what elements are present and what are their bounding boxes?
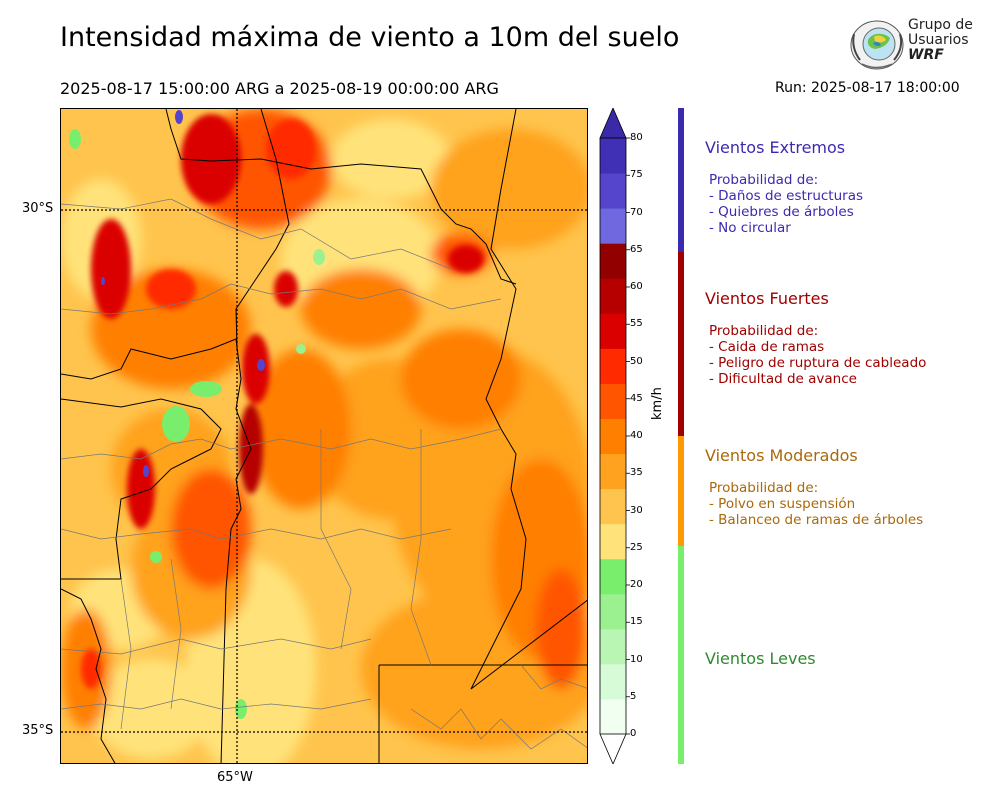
- colorbar-tick-label: 5: [630, 690, 637, 702]
- colorbar-tick-label: 40: [630, 430, 643, 441]
- logo-text-wrf: WRF: [908, 47, 944, 63]
- province-boundaries: [61, 109, 587, 763]
- run-time: Run: 2025-08-17 18:00:00: [775, 80, 960, 96]
- colorbar-segment: [600, 278, 626, 314]
- colorbar-extend-low: [599, 733, 627, 766]
- category-bar-extremos: [678, 108, 684, 252]
- category-bar-leves: [678, 546, 684, 764]
- colorbar-tick-label: 70: [630, 206, 643, 218]
- category-line: - Peligro de ruptura de cableado: [709, 355, 927, 371]
- colorbar-segment: [600, 558, 626, 595]
- category-line: - Quiebres de árboles: [709, 204, 854, 220]
- colorbar-segment: [600, 313, 626, 349]
- category-desc-fuertes: Probabilidad de: - Caida de ramas - Peli…: [709, 323, 926, 387]
- colorbar-tick-label: 25: [630, 541, 643, 553]
- colorbar-segment: [600, 698, 626, 735]
- colorbar-segment: [600, 138, 626, 174]
- category-line: Probabilidad de:: [709, 480, 819, 496]
- wind-field-map: [61, 109, 587, 763]
- colorbar-segment: [600, 593, 626, 630]
- colorbar-segment: [600, 453, 626, 490]
- colorbar-tick-label: 30: [630, 504, 643, 516]
- colorbar-tick-label: 50: [630, 355, 643, 367]
- lat-label-35s: 35°S: [22, 723, 54, 738]
- department-boundaries: [61, 198, 587, 750]
- category-title-leves: Vientos Leves: [705, 649, 816, 668]
- colorbar-segment: [600, 628, 626, 665]
- category-bar-moderados: [678, 436, 684, 546]
- forecast-period: 2025-08-17 15:00:00 ARG a 2025-08-19 00:…: [60, 79, 499, 98]
- colorbar-segment: [600, 208, 626, 244]
- logo-text-line1: Grupo de: [908, 17, 973, 33]
- wind-max-cores: [81, 114, 484, 689]
- category-desc-extremos: Probabilidad de: - Daños de estructuras …: [709, 172, 863, 236]
- category-line: - Dificultad de avance: [709, 371, 857, 387]
- category-line: - Caida de ramas: [709, 339, 825, 355]
- category-line: - Polvo en suspensión: [709, 496, 856, 512]
- colorbar-scale: [599, 106, 630, 766]
- extreme-wind-spots: [101, 110, 265, 477]
- lon-label-65w: 65°W: [217, 770, 253, 785]
- category-line: Probabilidad de:: [709, 323, 819, 339]
- colorbar-tick-label: 55: [630, 318, 643, 330]
- colorbar-tick-label: 80: [630, 132, 643, 143]
- globe-logo-icon: [850, 20, 904, 70]
- colorbar-tick-label: 20: [630, 579, 643, 590]
- colorbar-segment: [600, 173, 626, 209]
- wind-map-panel: [60, 108, 588, 764]
- category-line: Probabilidad de:: [709, 172, 819, 188]
- colorbar-tick-label: 65: [630, 243, 643, 255]
- grupo-usuarios-wrf-logo: Grupo de Usuarios WRF: [848, 18, 978, 72]
- colorbar: [598, 106, 668, 766]
- category-title-extremos: Vientos Extremos: [705, 138, 846, 157]
- category-line: - Daños de estructuras: [709, 188, 864, 204]
- logo-text-line2: Usuarios: [908, 32, 969, 48]
- colorbar-tick-label: 45: [630, 392, 643, 404]
- colorbar-tick-label: 0: [630, 728, 637, 739]
- colorbar-tick-label: 35: [630, 467, 643, 479]
- colorbar-segment: [600, 523, 626, 560]
- lat-label-30s: 30°S: [22, 201, 54, 216]
- category-title-moderados: Vientos Moderados: [705, 446, 858, 465]
- map-title: Intensidad máxima de viento a 10m del su…: [60, 22, 680, 53]
- category-line: - No circular: [709, 220, 791, 236]
- graticule: [61, 109, 587, 763]
- colorbar-segment: [600, 383, 626, 419]
- colorbar-tick-label: 10: [630, 653, 643, 665]
- colorbar-segment: [600, 348, 626, 384]
- colorbar-tick-label: 15: [630, 616, 643, 628]
- colorbar-segment: [600, 243, 626, 279]
- colorbar-unit: km/h: [650, 387, 665, 420]
- colorbar-tick-label: 60: [630, 281, 643, 292]
- category-line: - Balanceo de ramas de árboles: [709, 512, 924, 528]
- colorbar-segment: [600, 663, 626, 700]
- light-wind-patches: [69, 129, 325, 719]
- colorbar-extend-high: [599, 106, 627, 139]
- category-desc-moderados: Probabilidad de: - Polvo en suspensión -…: [709, 480, 923, 528]
- colorbar-segment: [600, 418, 626, 455]
- category-bar-fuertes: [678, 252, 684, 436]
- colorbar-tick-label: 75: [630, 169, 643, 181]
- colorbar-segment: [600, 488, 626, 525]
- category-title-fuertes: Vientos Fuertes: [705, 289, 829, 308]
